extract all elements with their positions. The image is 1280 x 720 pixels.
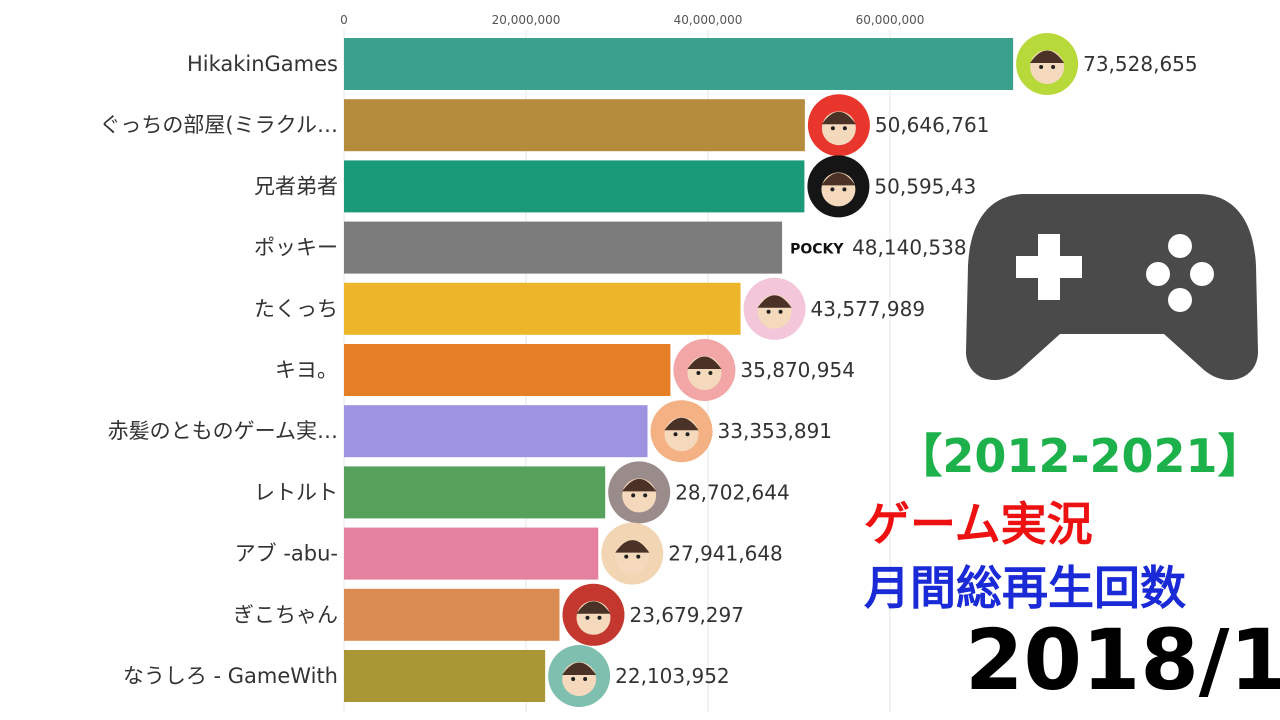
avatar-icon — [807, 94, 870, 157]
category-label: ポッキー — [254, 236, 338, 260]
value-label: 73,528,655 — [1083, 52, 1198, 76]
bar — [344, 221, 783, 274]
x-axis-ticks: 0 20,000,000 40,000,000 60,000,000 — [340, 13, 924, 27]
bar-row: レトルト 28,702,644 — [254, 461, 790, 524]
value-label: 28,702,644 — [675, 480, 790, 504]
x-tick-label: 20,000,000 — [492, 13, 561, 27]
bar-row: アブ -abu- 27,941,648 — [235, 522, 783, 585]
x-tick-label: 0 — [340, 13, 348, 27]
avatar-icon — [650, 400, 713, 463]
avatar-icon — [548, 645, 611, 707]
metric-label: 月間総再生回数 — [864, 561, 1186, 615]
category-label: なうしろ - GameWith — [123, 664, 338, 688]
category-label: たくっち — [254, 297, 338, 321]
bar-row: HikakinGames 73,528,655 — [187, 33, 1198, 95]
value-label: 33,353,891 — [718, 419, 833, 443]
bar — [344, 344, 671, 396]
bar-row: ポッキー POCKY 48,140,538 — [254, 221, 967, 274]
avatar-icon — [608, 461, 671, 524]
x-tick-label: 40,000,000 — [674, 13, 743, 27]
bar — [344, 160, 805, 213]
bar-row: キヨ。 35,870,954 — [275, 339, 855, 401]
bar — [344, 588, 560, 641]
avatar-icon — [601, 522, 664, 585]
date-label: 2018/1 — [965, 611, 1280, 709]
category-label: HikakinGames — [187, 52, 338, 76]
bar — [344, 99, 805, 152]
bar — [344, 527, 599, 580]
bar-row: 赤髪のとものゲーム実… 33,353,891 — [108, 400, 833, 463]
brand-badge: POCKY — [790, 242, 844, 258]
period-label: 【2012-2021】 — [896, 429, 1264, 483]
value-label: 27,941,648 — [668, 542, 783, 566]
bar — [344, 38, 1014, 90]
cat-icon — [673, 339, 736, 401]
gamepad-icon — [966, 194, 1258, 381]
value-label: 50,595,43 — [874, 174, 976, 198]
avatar-icon — [1016, 33, 1079, 95]
value-label: 23,679,297 — [629, 603, 744, 627]
avatar-icon — [743, 277, 806, 340]
bar — [344, 466, 606, 519]
value-label: 50,646,761 — [875, 113, 990, 137]
category-label: ぎこちゃん — [233, 603, 338, 627]
bar-row: なうしろ - GameWith 22,103,952 — [123, 645, 730, 707]
bars: HikakinGames 73,528,655 ぐっちの部屋(ミラクル… 50,646… — [99, 33, 1198, 707]
bar-row: 兄者弟者 50,595,43 — [254, 155, 976, 218]
category-label: キヨ。 — [275, 358, 338, 382]
bar-row: たくっち 43,577,989 — [254, 277, 926, 340]
category-label: 兄者弟者 — [254, 174, 338, 198]
x-tick-label: 60,000,000 — [856, 13, 925, 27]
avatar-icon — [807, 155, 870, 218]
bar — [344, 282, 741, 335]
category-label: レトルト — [254, 480, 338, 504]
avatar-icon — [562, 583, 625, 646]
genre-label: ゲーム実況 — [864, 497, 1093, 551]
value-label: 35,870,954 — [740, 358, 855, 382]
bar-row: ぎこちゃん 23,679,297 — [233, 583, 744, 646]
value-label: 48,140,538 — [852, 236, 967, 260]
value-label: 43,577,989 — [811, 297, 926, 321]
category-label: アブ -abu- — [235, 542, 338, 566]
category-label: ぐっちの部屋(ミラクル… — [99, 113, 338, 137]
value-label: 22,103,952 — [615, 664, 730, 688]
bar-row: ぐっちの部屋(ミラクル… 50,646,761 — [99, 94, 990, 157]
bar — [344, 650, 546, 702]
category-label: 赤髪のとものゲーム実… — [108, 419, 338, 443]
bar — [344, 405, 648, 458]
